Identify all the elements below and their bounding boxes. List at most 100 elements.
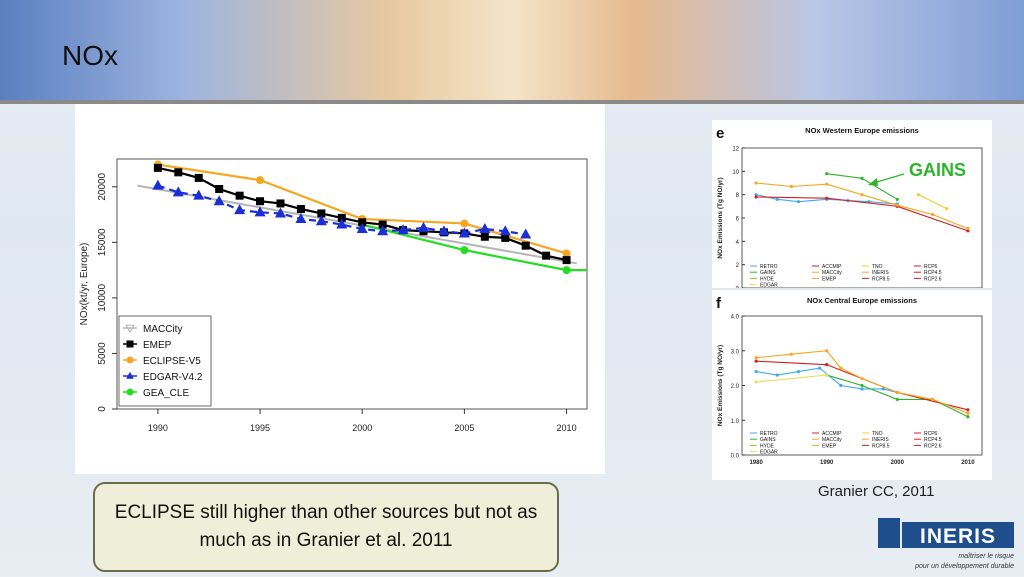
panel-y-tick-label: 1.0: [731, 419, 740, 425]
panel-point: [966, 415, 970, 419]
point-emep: [542, 251, 551, 260]
panel-legend-label: EDGAR: [760, 283, 778, 288]
banner-divider: [0, 100, 1024, 104]
panel-letter: f: [716, 295, 722, 312]
point-gea: [562, 266, 571, 275]
panel-point: [895, 197, 899, 201]
point-emep: [480, 232, 489, 241]
panel-point: [860, 176, 864, 180]
panel-point: [825, 373, 829, 377]
panel-point: [860, 193, 864, 197]
point-emep: [174, 168, 183, 177]
panel-point: [789, 352, 794, 356]
point-eclipse: [460, 219, 469, 228]
point-edgar: [356, 223, 368, 233]
source-caption: Granier CC, 2011: [818, 483, 935, 500]
point-edgar: [295, 213, 307, 223]
x-tick-label: 2005: [454, 423, 474, 433]
panel-e-chart: e NOx Western Europe emissions 0 2 4 6 8 10 12 NO…: [712, 120, 992, 293]
panel-point: [754, 356, 758, 360]
panel-point: [966, 411, 970, 415]
series-line-emep: [157, 166, 567, 262]
series-line-maccity: [137, 184, 577, 265]
point-edgar: [377, 225, 389, 236]
panel-point: [895, 390, 899, 395]
legend-label: GEA_CLE: [143, 388, 189, 399]
panel-legend-label: RCP2.6: [924, 443, 942, 449]
legend-label: EDGAR-V4.2: [143, 372, 203, 383]
panel-point: [775, 373, 779, 377]
panel-point: [754, 181, 758, 185]
panel-point: [930, 212, 935, 217]
panel-legend-label: ACCMIP: [822, 431, 842, 437]
panel-y-tick-label: 4: [736, 240, 740, 246]
panel-legend-label: RCP4.5: [924, 437, 942, 443]
y-tick-label: 0: [97, 406, 108, 412]
panel-legend-label: RCP8.5: [872, 443, 890, 449]
panel-point: [860, 387, 864, 391]
point-edgar: [520, 228, 532, 239]
panel-legend-label: RCP8.5: [872, 276, 890, 282]
panel-point: [895, 397, 899, 401]
point-emep: [317, 209, 326, 218]
point-emep: [296, 205, 305, 213]
gains-annotation: GAINS: [909, 160, 967, 180]
point-edgar: [152, 179, 164, 190]
point-edgar: [479, 223, 491, 233]
panel-point: [966, 408, 970, 412]
plot-frame: [116, 158, 588, 410]
panel-legend-label: EDGAR: [760, 450, 778, 456]
x-tick-label: 2000: [352, 423, 372, 433]
panel-y-tick-label: 12: [732, 147, 739, 153]
panel-legend-label: ACCMIP: [822, 264, 842, 270]
title-banner: [0, 0, 1024, 100]
panel-point: [916, 193, 921, 197]
panel-legend-label: RETRO: [760, 264, 778, 270]
point-emep: [501, 233, 510, 242]
legend-marker: [126, 371, 134, 379]
point-edgar: [458, 227, 470, 238]
point-eclipse: [562, 249, 571, 258]
panel-legend-label: HYDE: [760, 276, 775, 282]
panel-legend-label: INERIS: [872, 437, 889, 443]
panel-legend-label: INERIS: [872, 270, 889, 276]
central-europe-chart: f NOx Central Europe emissions 0.0 1.0 2.0 3.…: [716, 295, 983, 466]
panel-series-line: [756, 182, 969, 230]
point-edgar: [499, 225, 511, 236]
panel-legend-label: GAINS: [760, 270, 776, 276]
panel-x-tick-label: 1980: [749, 460, 763, 466]
main-nox-chart: 0 5000 10000 15000 20000 1990 1995 2000 2005 2010…: [79, 158, 588, 433]
legend-marker: [126, 356, 134, 364]
point-edgar: [336, 218, 348, 229]
gains-arrow-head: [868, 178, 878, 186]
point-edgar: [254, 206, 266, 217]
logo-text: INERIS: [920, 525, 996, 548]
panel-point: [860, 383, 864, 388]
point-edgar: [397, 224, 409, 235]
point-emep: [521, 241, 530, 250]
panel-point: [796, 200, 801, 204]
panel-point: [839, 366, 843, 370]
panel-point: [775, 197, 779, 201]
legend-marker: [126, 388, 134, 396]
legend-label: MACCity: [143, 324, 182, 335]
panel-x-tick-label: 1990: [820, 460, 834, 466]
panel-legend-label: TNO: [872, 264, 883, 270]
y-tick-label: 20000: [97, 172, 108, 200]
panel-point: [818, 366, 822, 370]
panel-point: [754, 195, 758, 199]
point-edgar: [315, 215, 327, 226]
point-emep: [378, 220, 387, 229]
panel-series-line: [756, 350, 969, 414]
panel-y-tick-label: 10: [732, 170, 739, 176]
panel-point: [825, 363, 829, 367]
point-eclipse: [256, 176, 265, 185]
point-emep: [153, 163, 162, 172]
panel-point: [825, 172, 829, 176]
panel-point: [839, 383, 843, 388]
panel-legend-label: RCP6: [924, 264, 938, 270]
point-edgar: [172, 186, 184, 197]
point-edgar: [438, 225, 450, 236]
panel-y-tick-label: 0: [736, 287, 740, 289]
point-emep: [215, 185, 224, 193]
